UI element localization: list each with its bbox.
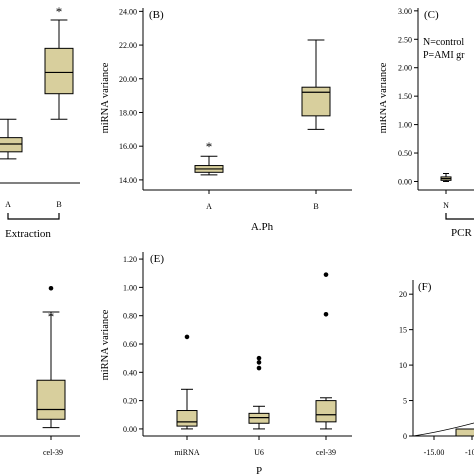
panel-b-significance-star: * (206, 139, 213, 154)
panel-b-y-tick-label-1: 16.00 (119, 142, 137, 151)
panel-b-y-axis-title: miRNA variance (100, 62, 111, 133)
panel-d-significance-star: * (48, 309, 55, 324)
panel-f-y-tick-label-1: 5 (403, 397, 407, 406)
panel-e-box-cel39-box (315, 400, 337, 423)
panel-e-box-mirna-box (176, 410, 198, 427)
panel-e-tick-label-cel39: cel-39 (316, 448, 336, 457)
panel-c-y-tick-label-3: 1.50 (398, 92, 412, 101)
panel-e-y-tick-label-6: 1.20 (123, 255, 137, 264)
panel-d-box-cel39-outlier-1 (48, 285, 54, 291)
panel-c-x-axis-title: PCR (451, 227, 472, 239)
panel-a-significance-star: * (56, 4, 63, 19)
panel-a: A B Extraction * (0, 4, 80, 240)
panel-b-x-axis-title: A.Ph (251, 221, 274, 233)
panel-a-tick-label-a: A (5, 200, 11, 209)
panel-e-y-tick-label-3: 0.60 (123, 340, 137, 349)
panel-e-box-u6-outlier-2 (256, 360, 262, 365)
panel-c-y-tick-label-0: 0.00 (398, 177, 412, 186)
panel-f-bar (455, 428, 474, 437)
panel-f-y-tick-label-4: 20 (399, 290, 407, 299)
panel-e-box-u6-outlier-3 (256, 355, 262, 361)
panel-e-label: (E) (150, 253, 164, 265)
panel-b-tick-label-a: A (206, 202, 212, 211)
panel-a-box-b-box (44, 47, 74, 95)
panel-d: cel-39 * (0, 285, 80, 457)
panel-e-box-u6-box (248, 412, 270, 424)
panel-f-curve (412, 422, 474, 437)
panel-c-bracket (445, 213, 474, 220)
panel-e-tick-label-u6: U6 (254, 448, 264, 457)
panel-b-y-tick-label-2: 18.00 (119, 108, 137, 117)
panel-c-y-tick-label-5: 2.50 (398, 35, 412, 44)
panel-f-x-tick-label-minus10: -10 (465, 448, 474, 457)
panel-f-label: (F) (418, 281, 432, 293)
panel-b: (B) 14.00 16.00 18.00 20.00 22.00 24.00 A B A… (100, 7, 352, 233)
panel-c-label: (C) (424, 9, 439, 21)
panel-a-tick-label-b: B (56, 200, 61, 209)
panel-b-label: (B) (149, 9, 164, 21)
panel-c-legend-line-1: N=control (423, 37, 464, 48)
panel-e-y-tick-label-5: 1.00 (123, 283, 137, 292)
panel-e-y-axis-title: miRNA variance (100, 309, 111, 380)
panel-e-box-cel39-outlier-1 (323, 311, 329, 317)
panel-b-y-tick-label-5: 24.00 (119, 7, 137, 16)
panel-e-x-axis-title: P (256, 465, 262, 474)
panel-d-tick-label-cel39: cel-39 (43, 448, 63, 457)
panel-f-x-tick-label-minus15: -15.00 (424, 448, 445, 457)
panel-c-y-tick-label-6: 3.00 (398, 7, 412, 16)
panel-b-y-tick-label-0: 14.00 (119, 176, 137, 185)
panel-a-x-axis-title: Extraction (5, 228, 51, 240)
panel-e-y-tick-label-0: 0.00 (123, 425, 137, 434)
panel-c: (C) 0.00 0.50 1.00 1.50 2.00 2.50 3.00 N PCR m… (378, 7, 474, 239)
panel-b-tick-label-b: B (313, 202, 318, 211)
panel-e-y-tick-label-1: 0.20 (123, 397, 137, 406)
panel-e-y-tick-label-4: 0.80 (123, 312, 137, 321)
panel-d-box-cel39-box (36, 379, 66, 420)
panel-f-y-tick-label-0: 0 (403, 432, 407, 441)
panel-e-y-tick-label-2: 0.40 (123, 368, 137, 377)
panel-b-y-tick-label-4: 22.00 (119, 41, 137, 50)
panel-c-legend-line-2: P=AMI gr (423, 50, 465, 61)
panel-f-y-tick-label-3: 15 (399, 326, 407, 335)
panel-b-box-b-box (301, 86, 331, 117)
panel-f: (F) 0 5 10 15 20 -15.00 -10 (399, 280, 474, 457)
panel-c-tick-label-n: N (443, 201, 449, 210)
panel-e-box-mirna-outlier-1 (184, 334, 190, 340)
panel-e: (E) 0.00 0.20 0.40 0.60 0.80 1.00 1.20 miRNA U… (100, 252, 352, 474)
panel-b-y-tick-label-3: 20.00 (119, 75, 137, 84)
panel-c-y-axis-title: miRNA variance (378, 62, 389, 133)
panel-a-bracket (7, 213, 60, 220)
panel-c-y-tick-label-2: 1.00 (398, 121, 412, 130)
panel-e-tick-label-mirna: miRNA (174, 448, 200, 457)
panel-e-box-u6-outlier-1 (256, 365, 262, 371)
panel-e-box-cel39-outlier-2 (323, 272, 329, 277)
panel-c-y-tick-label-1: 0.50 (398, 149, 412, 158)
panel-f-y-tick-label-2: 10 (399, 361, 407, 370)
panel-c-y-tick-label-4: 2.00 (398, 64, 412, 73)
panel-a-box-a-box (0, 137, 23, 153)
